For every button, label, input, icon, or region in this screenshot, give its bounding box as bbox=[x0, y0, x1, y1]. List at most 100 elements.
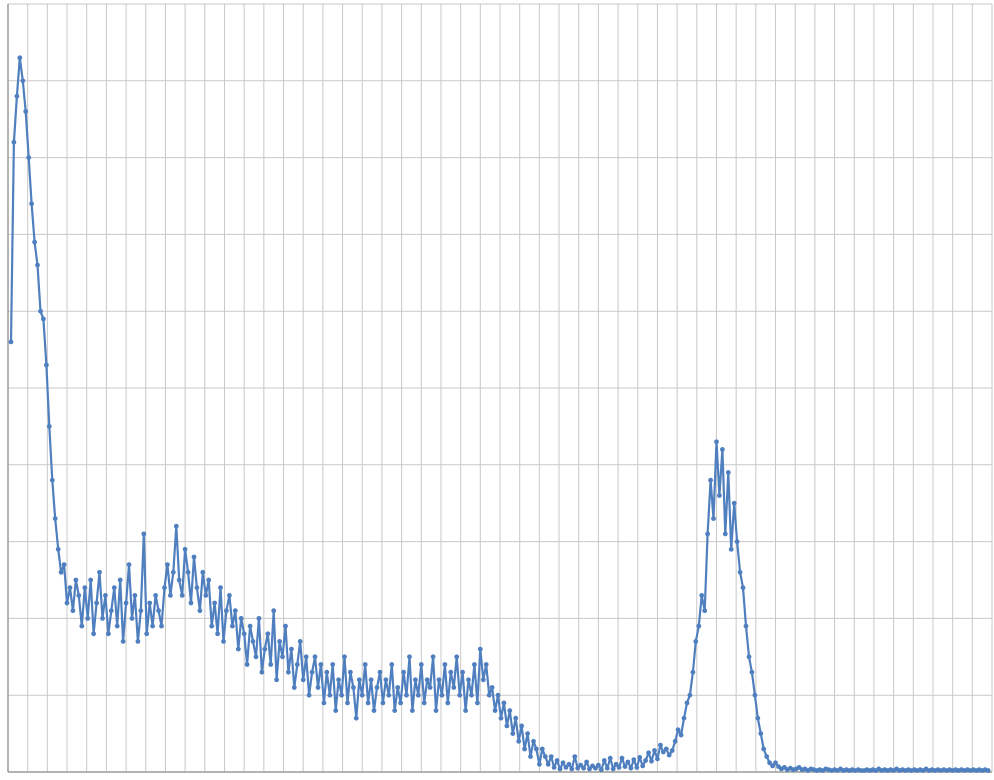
data-point bbox=[17, 55, 23, 61]
data-point bbox=[224, 608, 229, 614]
data-point bbox=[720, 447, 725, 452]
data-point bbox=[631, 757, 637, 763]
data-point bbox=[306, 692, 312, 698]
data-point bbox=[725, 470, 731, 475]
data-point bbox=[758, 731, 764, 736]
data-point bbox=[486, 692, 492, 698]
data-point bbox=[91, 631, 96, 637]
data-point bbox=[206, 577, 212, 583]
data-point bbox=[534, 746, 539, 752]
data-point bbox=[445, 700, 451, 706]
data-point bbox=[274, 677, 279, 683]
data-point bbox=[483, 662, 489, 667]
data-point bbox=[147, 600, 153, 606]
data-point bbox=[743, 623, 749, 629]
data-point bbox=[454, 654, 460, 660]
data-point bbox=[215, 631, 221, 637]
data-point bbox=[519, 723, 524, 729]
data-point bbox=[117, 577, 123, 583]
data-point bbox=[73, 577, 79, 583]
data-point bbox=[321, 700, 327, 706]
data-point bbox=[185, 569, 191, 575]
data-point bbox=[377, 669, 383, 675]
data-point bbox=[23, 109, 29, 114]
data-point bbox=[265, 631, 271, 637]
data-point bbox=[708, 477, 713, 483]
data-point bbox=[649, 758, 654, 764]
data-point bbox=[740, 585, 746, 591]
data-point bbox=[250, 639, 256, 644]
data-point bbox=[625, 759, 631, 765]
data-point bbox=[415, 692, 421, 698]
data-point bbox=[8, 339, 14, 345]
data-point bbox=[49, 477, 55, 483]
data-point bbox=[702, 608, 708, 614]
data-point bbox=[100, 616, 105, 621]
data-point bbox=[722, 531, 728, 537]
data-point bbox=[29, 201, 34, 207]
data-point bbox=[200, 569, 206, 575]
data-point bbox=[85, 616, 91, 621]
data-point bbox=[203, 593, 209, 598]
data-point bbox=[545, 761, 551, 767]
data-point bbox=[35, 262, 40, 268]
data-point bbox=[330, 662, 336, 667]
data-point bbox=[714, 439, 719, 445]
data-point bbox=[404, 692, 409, 698]
data-point bbox=[451, 685, 457, 690]
data-point bbox=[374, 685, 380, 690]
data-point bbox=[463, 708, 468, 713]
data-point bbox=[294, 662, 300, 667]
data-point bbox=[256, 616, 262, 621]
data-point bbox=[539, 746, 545, 752]
data-point bbox=[678, 732, 684, 738]
data-point bbox=[501, 700, 507, 706]
data-point bbox=[351, 685, 356, 690]
data-point bbox=[79, 623, 85, 629]
data-point bbox=[348, 669, 353, 675]
data-point bbox=[218, 585, 223, 591]
data-point bbox=[528, 754, 533, 759]
data-point bbox=[696, 623, 702, 629]
data-point bbox=[770, 763, 775, 769]
data-point bbox=[280, 654, 285, 660]
data-point bbox=[705, 531, 710, 537]
data-point bbox=[566, 761, 572, 767]
data-point bbox=[362, 662, 368, 667]
data-point bbox=[262, 646, 268, 652]
data-point bbox=[498, 715, 504, 721]
data-point bbox=[693, 639, 699, 644]
data-point bbox=[734, 539, 740, 544]
data-point bbox=[182, 546, 188, 552]
data-point bbox=[643, 758, 648, 763]
data-point bbox=[221, 639, 226, 644]
data-point bbox=[548, 754, 554, 759]
data-point bbox=[170, 569, 176, 575]
data-point bbox=[247, 623, 253, 629]
data-point bbox=[477, 646, 483, 652]
data-point bbox=[383, 677, 389, 683]
data-point bbox=[114, 623, 120, 629]
data-point bbox=[433, 708, 439, 713]
data-point bbox=[82, 585, 88, 591]
data-point bbox=[212, 600, 218, 606]
data-point bbox=[622, 764, 628, 769]
data-point bbox=[746, 654, 752, 660]
data-point bbox=[699, 593, 705, 598]
data-point bbox=[985, 768, 991, 773]
data-point bbox=[345, 700, 350, 706]
data-point bbox=[339, 692, 344, 698]
data-point bbox=[194, 585, 200, 591]
data-point bbox=[244, 662, 250, 667]
data-point bbox=[129, 616, 135, 621]
data-point bbox=[318, 662, 324, 667]
data-point bbox=[637, 755, 643, 760]
data-point bbox=[144, 631, 150, 637]
data-point bbox=[356, 677, 362, 683]
data-point bbox=[767, 760, 772, 766]
data-point bbox=[752, 692, 758, 698]
data-point bbox=[359, 692, 365, 698]
data-point bbox=[761, 746, 767, 752]
data-point bbox=[26, 155, 32, 161]
